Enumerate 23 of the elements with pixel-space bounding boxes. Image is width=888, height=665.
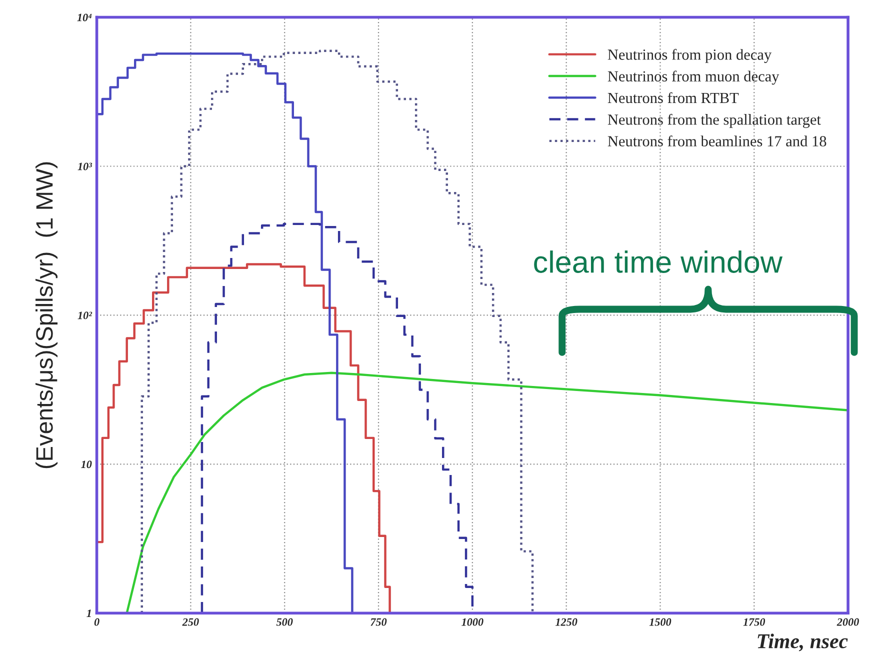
legend-label: Neutrons from beamlines 17 and 18 bbox=[608, 136, 826, 146]
x-tick-label: 0 bbox=[94, 618, 100, 626]
y-tick-label: 10⁴ bbox=[77, 14, 92, 22]
legend-label: Neutrons from the spallation target bbox=[608, 114, 821, 128]
legend-label: Neutrons from RTBT bbox=[608, 92, 739, 104]
legend-label: Neutrinos from muon decay bbox=[608, 70, 780, 85]
line-series bbox=[126, 372, 848, 614]
x-tick-label: 1250 bbox=[555, 618, 578, 626]
y-tick-label: 10 bbox=[81, 460, 92, 468]
y-tick-label: 1 bbox=[86, 610, 91, 617]
x-tick-label: 1500 bbox=[649, 618, 672, 626]
x-tick-label: 1000 bbox=[462, 618, 484, 626]
x-tick-label: 1750 bbox=[743, 618, 766, 626]
x-tick-label: 750 bbox=[370, 618, 387, 626]
annotation: clean time window bbox=[534, 250, 783, 273]
x-tick-label: 2000 bbox=[836, 618, 859, 626]
x-tick-label: 250 bbox=[182, 618, 199, 626]
legend-label: Neutrinos from pion decay bbox=[608, 48, 772, 63]
y-tick-label: 10³ bbox=[78, 162, 92, 170]
x-tick-label: 500 bbox=[276, 618, 293, 626]
y-axis-title: (Events/μs)(Spills/yr) (1 MW) bbox=[36, 162, 58, 468]
x-axis-title: Time, nsec bbox=[758, 634, 848, 652]
y-tick-label: 10² bbox=[78, 312, 92, 320]
